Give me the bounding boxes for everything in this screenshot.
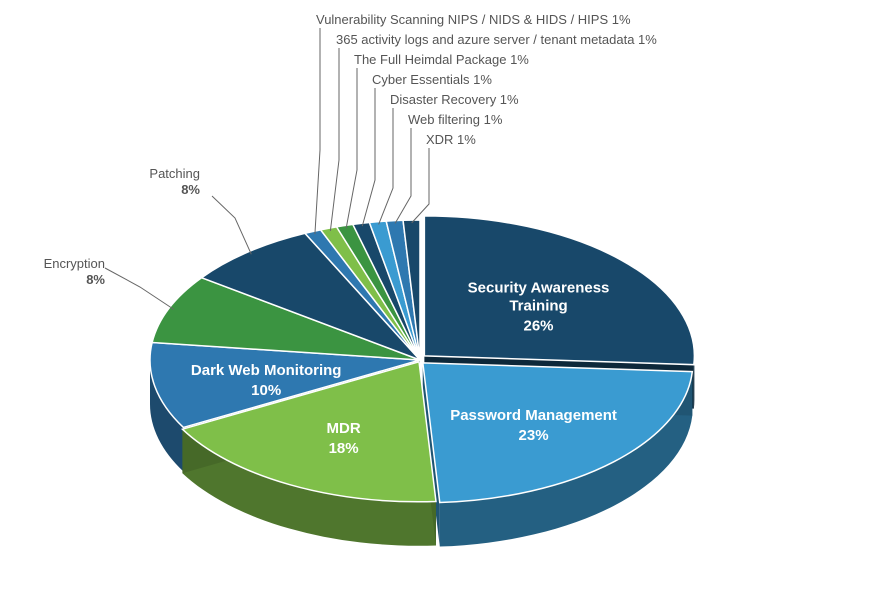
external-label: Cyber Essentials 1% xyxy=(372,72,492,87)
svg-text:Training: Training xyxy=(509,297,567,314)
leader-line xyxy=(315,28,320,234)
external-label: Disaster Recovery 1% xyxy=(390,92,519,107)
leader-line xyxy=(105,268,174,309)
svg-text:MDR: MDR xyxy=(327,420,361,437)
leader-line xyxy=(212,196,251,254)
external-label: Patching xyxy=(149,166,200,181)
external-label: Encryption xyxy=(44,256,105,271)
external-label: XDR 1% xyxy=(426,132,476,147)
svg-text:26%: 26% xyxy=(524,317,554,334)
external-label: Vulnerability Scanning NIPS / NIDS & HID… xyxy=(316,12,631,27)
leader-line xyxy=(395,128,411,223)
external-label: 365 activity logs and azure server / ten… xyxy=(336,32,657,47)
svg-text:Security Awareness: Security Awareness xyxy=(468,279,610,296)
external-label-pct: 8% xyxy=(86,272,105,287)
leader-line xyxy=(346,68,357,228)
svg-text:Password Management: Password Management xyxy=(450,407,617,424)
svg-text:10%: 10% xyxy=(251,382,281,399)
pie-tops xyxy=(150,216,694,503)
pie-slice xyxy=(423,363,692,503)
leader-line xyxy=(412,148,429,223)
leader-line xyxy=(362,88,375,226)
external-label: Web filtering 1% xyxy=(408,112,503,127)
leader-line xyxy=(379,108,393,224)
svg-text:23%: 23% xyxy=(519,427,549,444)
leader-line xyxy=(330,48,339,231)
svg-text:18%: 18% xyxy=(329,440,359,457)
external-label: The Full Heimdal Package 1% xyxy=(354,52,529,67)
pie-chart: Security AwarenessTraining 26% Password Ma… xyxy=(0,0,870,600)
external-label-pct: 8% xyxy=(181,182,200,197)
svg-text:Dark Web Monitoring: Dark Web Monitoring xyxy=(191,362,342,379)
